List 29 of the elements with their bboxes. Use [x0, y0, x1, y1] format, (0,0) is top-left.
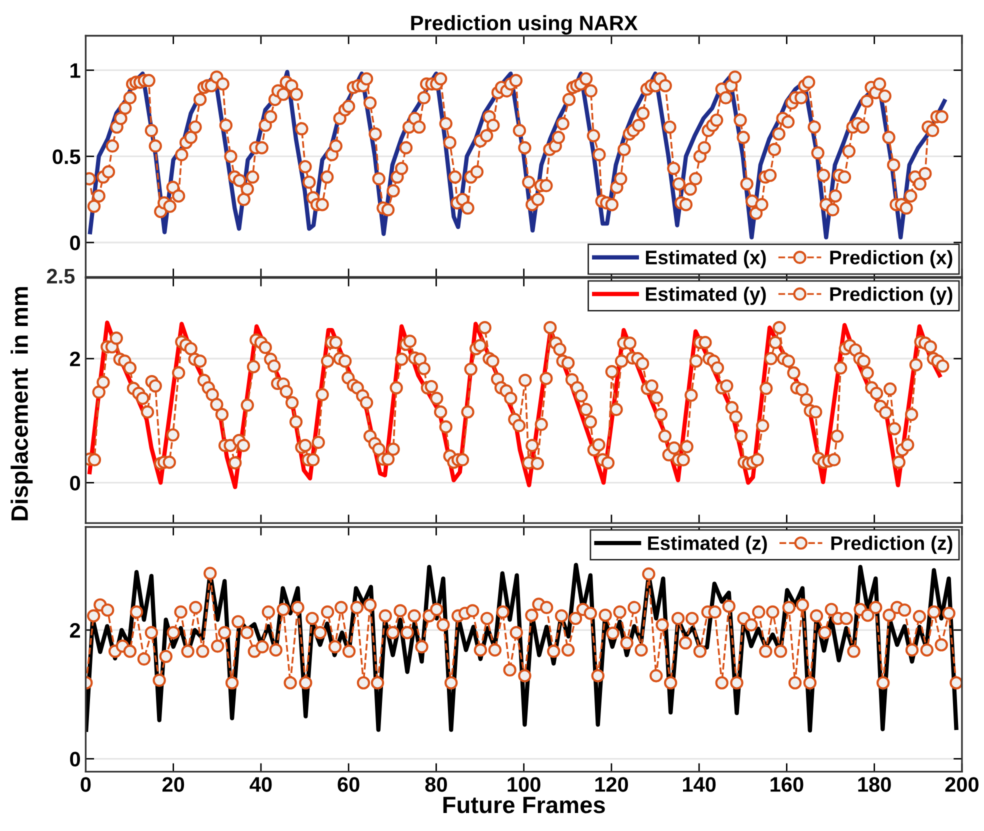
y-tick-label: 1: [70, 63, 80, 78]
x-tick-label: 100: [508, 777, 540, 792]
y-tick-label: 2: [70, 352, 80, 366]
x-tick-label: 160: [770, 777, 804, 792]
x-tick-label: 140: [683, 777, 716, 792]
x-tick-label: 200: [945, 777, 978, 792]
x-tick-label: 40: [250, 777, 272, 792]
text: 2.5: [46, 268, 75, 284]
y-tick-label: 0.5: [52, 149, 80, 164]
legend-label: Estimated (y): [646, 286, 766, 305]
x-tick-label: 120: [595, 777, 628, 792]
y-tick-label: 0: [70, 476, 80, 490]
x-axis-title: Future Frames: [443, 796, 605, 814]
legend-label: Prediction (z): [831, 536, 952, 554]
x-tick-label: 0: [80, 777, 91, 792]
y-tick-label: 0: [70, 752, 80, 767]
x-tick-label: 20: [162, 777, 184, 792]
y-tick-label: 2: [70, 623, 80, 638]
x-tick-label: 180: [858, 777, 891, 792]
x-tick-label: 60: [338, 777, 360, 792]
x-tick-label: 80: [425, 777, 447, 792]
legend-label: Estimated (z): [648, 536, 767, 554]
legend-label: Prediction (y): [830, 286, 952, 305]
legend-label: Estimated (x): [646, 250, 766, 268]
y-axis-title: Displacement in mm: [10, 287, 33, 520]
legend-label: Prediction (x): [830, 250, 952, 268]
line-series: [86, 562, 958, 733]
y-tick-label: 0: [70, 236, 80, 250]
chart-title: Prediction using NARX: [411, 15, 638, 35]
